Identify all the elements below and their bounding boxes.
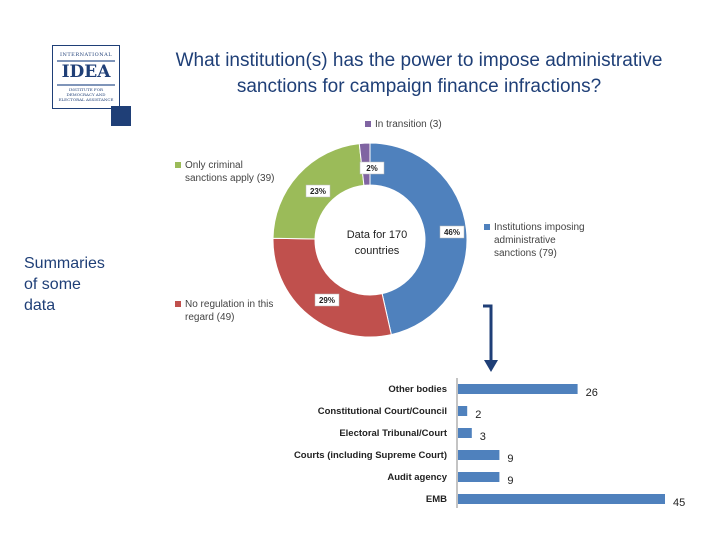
bar-1 [458, 406, 468, 416]
pie-pct-box-institutions [439, 225, 465, 239]
bar-value-label-0: 26 [586, 387, 598, 399]
title-line-2: sanctions for campaign finance infractio… [236, 76, 602, 97]
logo-bottom-text: INSTITUTE FOR DEMOCRACY AND ELECTORAL AS… [58, 87, 114, 102]
summary-text: Summaries of some data [24, 253, 134, 316]
title-line-1: What institution(s) has the power to imp… [175, 50, 663, 71]
donut-chart: 46% 29% 23% 2% Data for 170 countries Insti… [175, 119, 585, 338]
page-title: What institution(s) has the power to imp… [128, 48, 710, 100]
bar-category-label-2: Electoral Tribunal/Court [339, 428, 448, 439]
summary-line-1: Summaries [24, 255, 105, 272]
legend-label-institutions-2: administrative [494, 235, 556, 246]
bar-value-label-2: 3 [480, 431, 486, 443]
bar-value-label-5: 45 [673, 497, 685, 509]
pie-pct-institutions: 46% [444, 228, 460, 237]
summary-line-2: of some [24, 276, 81, 293]
bar-category-label-0: Other bodies [388, 384, 447, 395]
pie-center-line-1: Data for 170 [347, 229, 408, 241]
bar-category-label-1: Constitutional Court/Council [318, 406, 447, 417]
logo-square [111, 106, 131, 126]
bar-2 [458, 428, 472, 438]
pie-slice-institutions [369, 142, 468, 336]
bar-3 [458, 450, 500, 460]
legend-swatch-transition [365, 121, 371, 127]
bar-value-label-4: 9 [507, 475, 513, 487]
legend-label-criminal-2: sanctions apply (39) [185, 173, 275, 184]
idea-logo: INTERNATIONAL IDEA INSTITUTE FOR DEMOCRA… [52, 45, 120, 109]
legend-swatch-no-regulation [175, 301, 181, 307]
legend-label-institutions-1: Institutions imposing [494, 222, 585, 233]
bar-value-label-3: 9 [507, 453, 513, 465]
bar-category-label-4: Audit agency [387, 472, 447, 483]
bar-5 [458, 494, 665, 504]
pie-pct-no-regulation: 29% [319, 296, 335, 305]
legend-label-institutions-3: sanctions (79) [494, 248, 557, 259]
connector-arrow-line [483, 304, 493, 360]
legend-swatch-institutions [484, 224, 490, 230]
pie-pct-criminal: 23% [310, 187, 326, 196]
pie-slice-no-regulation [272, 237, 392, 338]
legend-label-no-regulation-1: No regulation in this [185, 299, 273, 310]
legend-swatch-criminal [175, 162, 181, 168]
pie-pct-transition: 2% [366, 164, 378, 173]
bar-0 [458, 384, 578, 394]
pie-pct-box-no-regulation [314, 293, 340, 307]
legend-label-criminal-1: Only criminal [185, 160, 243, 171]
pie-center-line-2: countries [355, 245, 400, 257]
bar-4 [458, 472, 500, 482]
bar-category-label-3: Courts (including Supreme Court) [294, 450, 447, 461]
bar-chart: Other bodies 26 Constitutional Court/Counc… [294, 378, 685, 509]
summary-line-3: data [24, 297, 56, 314]
logo-mark: IDEA [61, 62, 111, 82]
bar-category-label-5: EMB [426, 494, 447, 505]
legend-label-transition: In transition (3) [375, 119, 442, 130]
legend-label-no-regulation-2: regard (49) [185, 312, 234, 323]
bar-value-label-1: 2 [475, 409, 481, 421]
pie-pct-box-criminal [305, 184, 331, 198]
logo-top-text: INTERNATIONAL [59, 52, 113, 58]
connector-arrow-head [484, 360, 498, 372]
pie-pct-box-transition [359, 161, 385, 175]
